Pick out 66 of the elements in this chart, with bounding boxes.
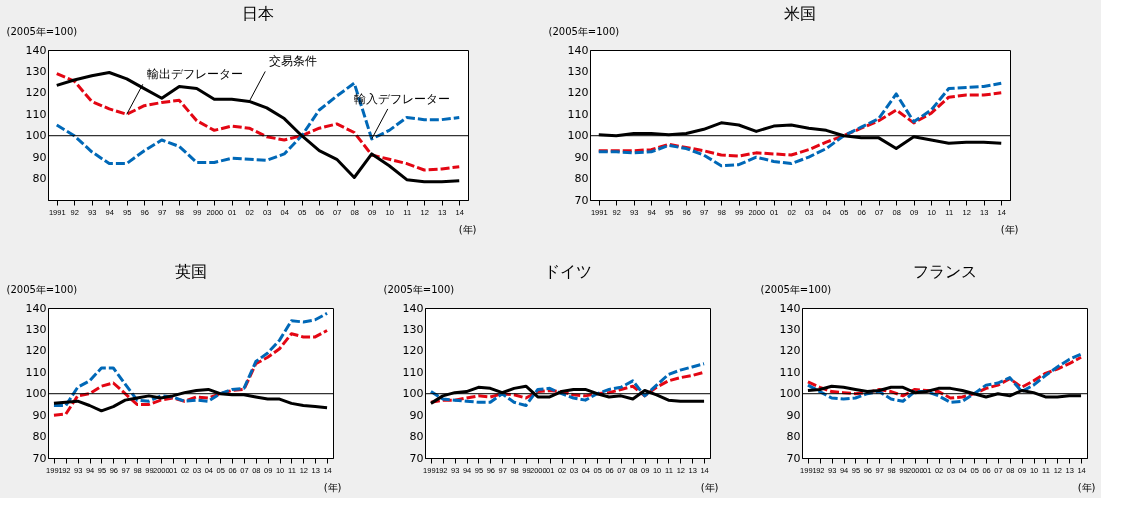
y-tick-label: 80 bbox=[409, 430, 424, 444]
y-tick-label: 140 bbox=[402, 301, 424, 315]
y-tick-label: 70 bbox=[786, 451, 801, 465]
y-tick-label: 80 bbox=[32, 430, 47, 444]
y-tick-label: 130 bbox=[25, 322, 47, 336]
y-tick-label: 140 bbox=[567, 43, 589, 57]
y-tick-label: 80 bbox=[786, 430, 801, 444]
y-tick-label: 140 bbox=[25, 301, 47, 315]
annotation: 輸出デフレーター bbox=[146, 67, 243, 82]
y-axis-title: (2005年=100) bbox=[760, 283, 832, 295]
y-tick-label: 100 bbox=[567, 129, 589, 143]
line-series bbox=[429, 370, 706, 404]
y-tick-label: 100 bbox=[402, 387, 424, 401]
y-tick-label: 70 bbox=[574, 193, 589, 207]
y-tick-label: 110 bbox=[779, 365, 801, 379]
line-series bbox=[806, 384, 1083, 399]
chart-title: 日本 bbox=[242, 4, 274, 23]
y-tick-label: 100 bbox=[779, 387, 801, 401]
y-tick-label: 100 bbox=[25, 129, 47, 143]
line-series bbox=[52, 387, 329, 413]
y-tick-label: 130 bbox=[25, 64, 47, 78]
y-axis-title: (2005年=100) bbox=[548, 25, 620, 37]
y-tick-label: 120 bbox=[25, 344, 47, 358]
y-tick-label: 120 bbox=[567, 86, 589, 100]
y-axis-title: (2005年=100) bbox=[6, 25, 78, 37]
x-axis-title: (年) bbox=[1077, 481, 1096, 493]
chart-title: 英国 bbox=[174, 262, 207, 281]
y-tick-label: 90 bbox=[32, 150, 47, 164]
y-tick-label: 110 bbox=[25, 107, 47, 121]
x-axis-title: (年) bbox=[458, 223, 477, 235]
y-tick-label: 120 bbox=[402, 344, 424, 358]
y-tick-label: 110 bbox=[567, 107, 589, 121]
y-tick-label: 70 bbox=[32, 451, 47, 465]
line-series bbox=[52, 311, 329, 407]
y-tick-label: 130 bbox=[402, 322, 424, 336]
y-tick-label: 130 bbox=[567, 64, 589, 78]
y-tick-label: 90 bbox=[409, 408, 424, 422]
x-axis-title: (年) bbox=[700, 481, 719, 493]
y-tick-label: 140 bbox=[779, 301, 801, 315]
annotation: 交易条件 bbox=[269, 54, 318, 69]
line-series bbox=[52, 329, 329, 417]
y-tick-label: 80 bbox=[32, 172, 47, 186]
line-series bbox=[597, 81, 1003, 168]
line-series bbox=[597, 91, 1003, 158]
y-tick-label: 90 bbox=[574, 150, 589, 164]
y-tick-label: 120 bbox=[25, 86, 47, 100]
y-tick-label: 110 bbox=[25, 365, 47, 379]
line-series bbox=[429, 362, 706, 407]
y-axis-title: (2005年=100) bbox=[383, 283, 455, 295]
y-tick-label: 110 bbox=[402, 365, 424, 379]
y-tick-label: 130 bbox=[779, 322, 801, 336]
y-tick-label: 80 bbox=[574, 172, 589, 186]
line-series bbox=[429, 384, 706, 405]
y-tick-label: 140 bbox=[25, 43, 47, 57]
x-axis-title: (年) bbox=[323, 481, 342, 493]
chart-title: 米国 bbox=[784, 4, 816, 23]
annotation: 輸入デフレーター bbox=[353, 91, 450, 106]
y-tick-label: 100 bbox=[25, 387, 47, 401]
y-tick-label: 90 bbox=[786, 408, 801, 422]
chart-title: フランス bbox=[912, 262, 977, 281]
chart-title: ドイツ bbox=[543, 262, 592, 281]
y-axis-title: (2005年=100) bbox=[6, 283, 78, 295]
y-tick-label: 70 bbox=[409, 451, 424, 465]
y-tick-label: 90 bbox=[32, 408, 47, 422]
y-tick-label: 120 bbox=[779, 344, 801, 358]
x-axis-title: (年) bbox=[1000, 223, 1019, 235]
